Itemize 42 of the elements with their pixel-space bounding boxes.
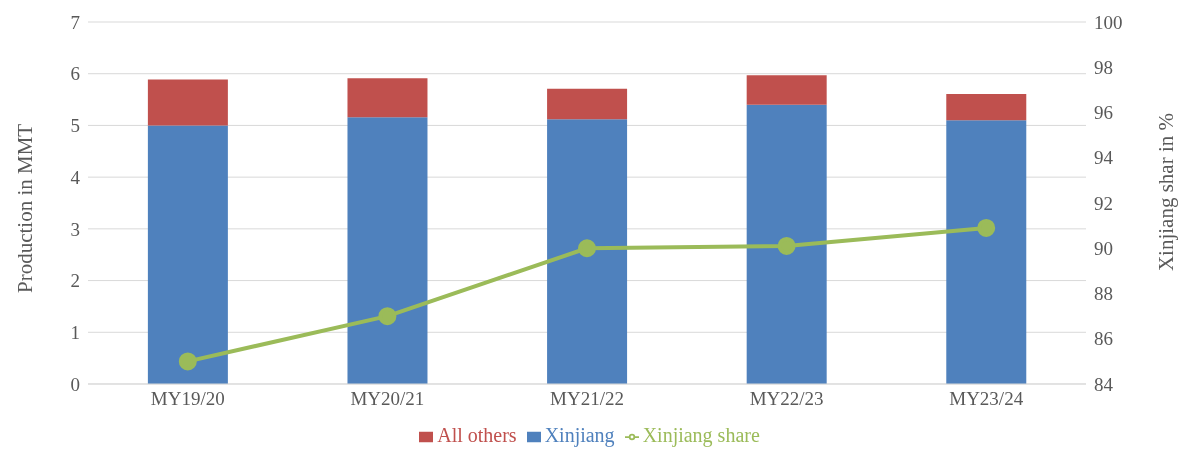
y2-tick-label: 96 — [1094, 102, 1113, 124]
point — [977, 218, 996, 237]
bar — [347, 78, 428, 118]
point — [578, 239, 596, 258]
x-tick-label: MY19/20 — [150, 388, 225, 410]
y2-tick-label: 92 — [1094, 192, 1113, 214]
y-tick-label: 7 — [70, 11, 80, 33]
y2-tick-label: 86 — [1094, 328, 1113, 350]
point — [777, 236, 796, 255]
bar — [347, 117, 428, 384]
y2-axis-title: Xinjiang shar in % — [1154, 113, 1179, 272]
point — [178, 352, 197, 371]
x-tick-label: MY21/22 — [550, 388, 624, 410]
bar — [946, 120, 1027, 384]
y-tick-label: 5 — [70, 115, 80, 137]
y-tick-label: 1 — [70, 322, 80, 344]
y2-tick-label: 90 — [1094, 237, 1113, 259]
bar — [946, 93, 1027, 121]
bar — [147, 79, 228, 126]
y2-tick-label: 100 — [1094, 11, 1123, 33]
y-axis-title: Production in MMT — [13, 123, 38, 293]
legend-label: Xinjiang — [544, 424, 615, 446]
bar — [746, 104, 827, 384]
x-tick-label: MY23/24 — [949, 388, 1024, 410]
y-tick-label: 4 — [70, 166, 81, 188]
point — [378, 307, 397, 326]
y-tick-label: 0 — [70, 373, 80, 395]
legend-label: All others — [437, 424, 517, 446]
y2-tick-label: 94 — [1094, 147, 1114, 169]
x-tick-label: MY22/23 — [749, 388, 824, 410]
bar — [746, 75, 827, 105]
y-tick-label: 3 — [70, 218, 80, 240]
bar — [547, 88, 628, 120]
y2-tick-label: 88 — [1094, 283, 1113, 305]
bar — [147, 125, 228, 384]
bar — [547, 119, 628, 384]
y2-tick-label: 84 — [1094, 373, 1114, 395]
y-tick-label: 6 — [70, 63, 80, 85]
y2-tick-label: 98 — [1094, 57, 1113, 78]
y-tick-label: 2 — [70, 270, 80, 292]
legend-label: Xinjiang share — [642, 424, 760, 446]
x-tick-label: MY20/21 — [350, 388, 425, 410]
